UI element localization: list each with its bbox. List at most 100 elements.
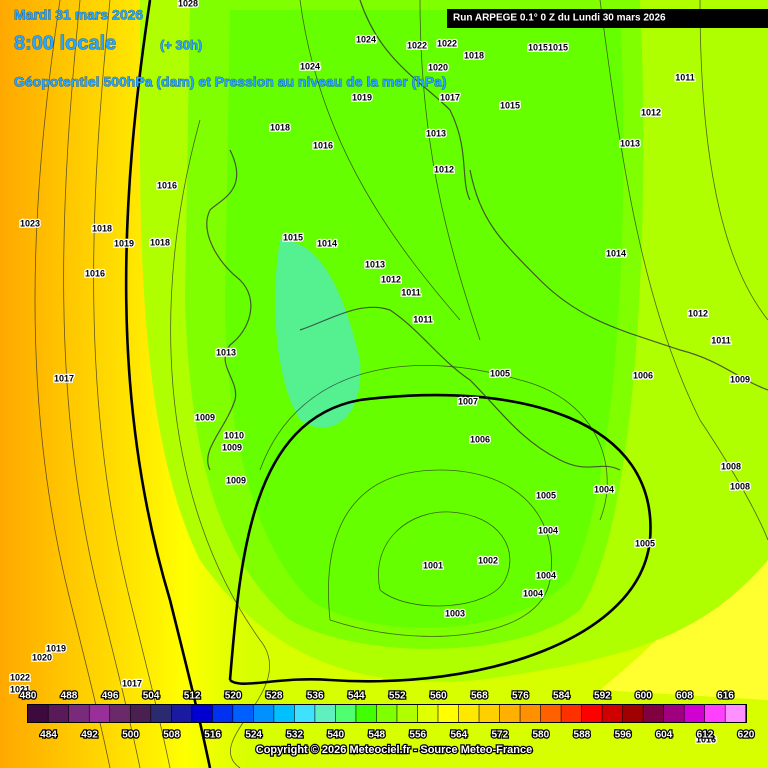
colorbar-swatch — [499, 705, 520, 722]
isobar-label: 1022 — [437, 38, 457, 48]
colorbar-swatch — [130, 705, 151, 722]
colorbar-label: 540 — [327, 730, 344, 741]
isobar-label: 1009 — [730, 374, 750, 384]
colorbar-swatch — [315, 705, 336, 722]
colorbar-label: 576 — [512, 691, 529, 702]
colorbar-label: 504 — [143, 691, 160, 702]
isobar-label: 1009 — [195, 412, 215, 422]
colorbar-label: 556 — [409, 730, 426, 741]
colorbar-label: 584 — [553, 691, 570, 702]
colorbar-swatch — [376, 705, 397, 722]
colorbar-label: 528 — [266, 691, 283, 702]
colorbar-label: 612 — [697, 730, 714, 741]
colorbar-swatch — [520, 705, 541, 722]
isobar-label: 1011 — [711, 335, 731, 345]
isobar-label: 1022 — [10, 672, 30, 682]
isobar-label: 1003 — [445, 608, 465, 618]
colorbar-label: 604 — [656, 730, 673, 741]
isobar-label: 1013 — [426, 128, 446, 138]
colorbar-label: 564 — [450, 730, 467, 741]
isobar-label: 1008 — [721, 461, 741, 471]
colorbar-swatch — [397, 705, 418, 722]
isobar-label: 1015 — [528, 42, 548, 52]
isobar-label: 1024 — [300, 61, 320, 71]
isobar-label: 1015 — [500, 100, 520, 110]
copyright: Copyright © 2026 Meteociel.fr - Source M… — [256, 744, 532, 756]
colorbar-swatch — [663, 705, 684, 722]
isobar-label: 1012 — [688, 308, 708, 318]
isobar-label: 1007 — [458, 396, 478, 406]
isobar-label: 1015 — [283, 232, 303, 242]
colorbar-label: 596 — [615, 730, 632, 741]
colorbar-swatch — [69, 705, 89, 722]
isobar-label: 1001 — [423, 560, 443, 570]
isobar-label: 1008 — [730, 481, 750, 491]
colorbar-label: 484 — [40, 730, 57, 741]
date-label: Mardi 31 mars 2026 — [14, 7, 143, 23]
isobar-label: 1024 — [356, 34, 376, 44]
colorbar-swatch — [171, 705, 192, 722]
isobar-label: 1013 — [365, 259, 385, 269]
colorbar-label: 500 — [122, 730, 139, 741]
colorbar-label: 620 — [738, 730, 755, 741]
colorbar-label: 548 — [368, 730, 385, 741]
isobar-label: 1019 — [46, 643, 66, 653]
isobar-label: 1016 — [157, 180, 177, 190]
isobar-label: 1004 — [594, 484, 614, 494]
isobar-label: 1018 — [150, 237, 170, 247]
colorbar-swatch — [622, 705, 643, 722]
colorbar-swatch — [602, 705, 623, 722]
colorbar-swatch — [581, 705, 602, 722]
colorbar-label: 572 — [491, 730, 508, 741]
colorbar-swatch — [274, 705, 295, 722]
colorbar-swatch — [540, 705, 561, 722]
colorbar-label: 544 — [348, 691, 365, 702]
colorbar-label: 560 — [430, 691, 447, 702]
isobar-label: 1002 — [478, 555, 498, 565]
isobar-label: 1004 — [538, 525, 558, 535]
isobar-label: 1013 — [620, 138, 640, 148]
isobar-label: 1012 — [641, 107, 661, 117]
time-label: 8:00 locale — [14, 32, 116, 54]
isobar-label: 1006 — [633, 370, 653, 380]
lead-time: (+ 30h) — [160, 37, 202, 52]
colorbar-label: 496 — [102, 691, 119, 702]
colorbar-swatch — [725, 705, 746, 722]
coastlines — [206, 0, 768, 471]
colorbar-label: 600 — [635, 691, 652, 702]
colorbar-label: 512 — [184, 691, 201, 702]
isobar-label: 1011 — [675, 72, 695, 82]
isobar-label: 1018 — [270, 122, 290, 132]
isobar-label: 1004 — [536, 570, 556, 580]
colorbar-label: 568 — [471, 691, 488, 702]
isobar-label: 1011 — [401, 287, 421, 297]
colorbar-label: 516 — [204, 730, 221, 741]
isobar-label: 1018 — [92, 223, 112, 233]
isobar-label: 1015 — [548, 42, 568, 52]
colorbar-swatch — [335, 705, 356, 722]
colorbar: 480 488 496 504 512 520 528 536 544 552 560 568 576 5… — [18, 689, 756, 742]
run-info-box — [447, 9, 768, 28]
colorbar-swatch — [192, 705, 213, 722]
colorbar-label: 536 — [307, 691, 324, 702]
colorbar-swatch — [438, 705, 459, 722]
colorbar-swatch — [479, 705, 500, 722]
colorbar-swatch — [151, 705, 171, 722]
colorbar-swatch — [48, 705, 69, 722]
isobar-label: 1017 — [122, 678, 142, 688]
isobar-label: 1016 — [696, 734, 716, 744]
colorbar-label: 520 — [225, 691, 242, 702]
isobar-label: 1009 — [226, 475, 246, 485]
isobar-label: 1011 — [413, 314, 433, 324]
colorbar-swatch — [212, 705, 233, 722]
isobar-label: 1014 — [606, 248, 626, 258]
colorbar-label: 580 — [533, 730, 550, 741]
run-info: Run ARPEGE 0.1° 0 Z du Lundi 30 mars 202… — [453, 13, 666, 24]
field-description: Géopotentiel 500hPa (dam) et Pression au… — [14, 74, 447, 90]
colorbar-swatch — [89, 705, 110, 722]
isobar-label: 1012 — [434, 164, 454, 174]
isobar-label: 1005 — [536, 490, 556, 500]
isobar-label: 1022 — [407, 40, 427, 50]
